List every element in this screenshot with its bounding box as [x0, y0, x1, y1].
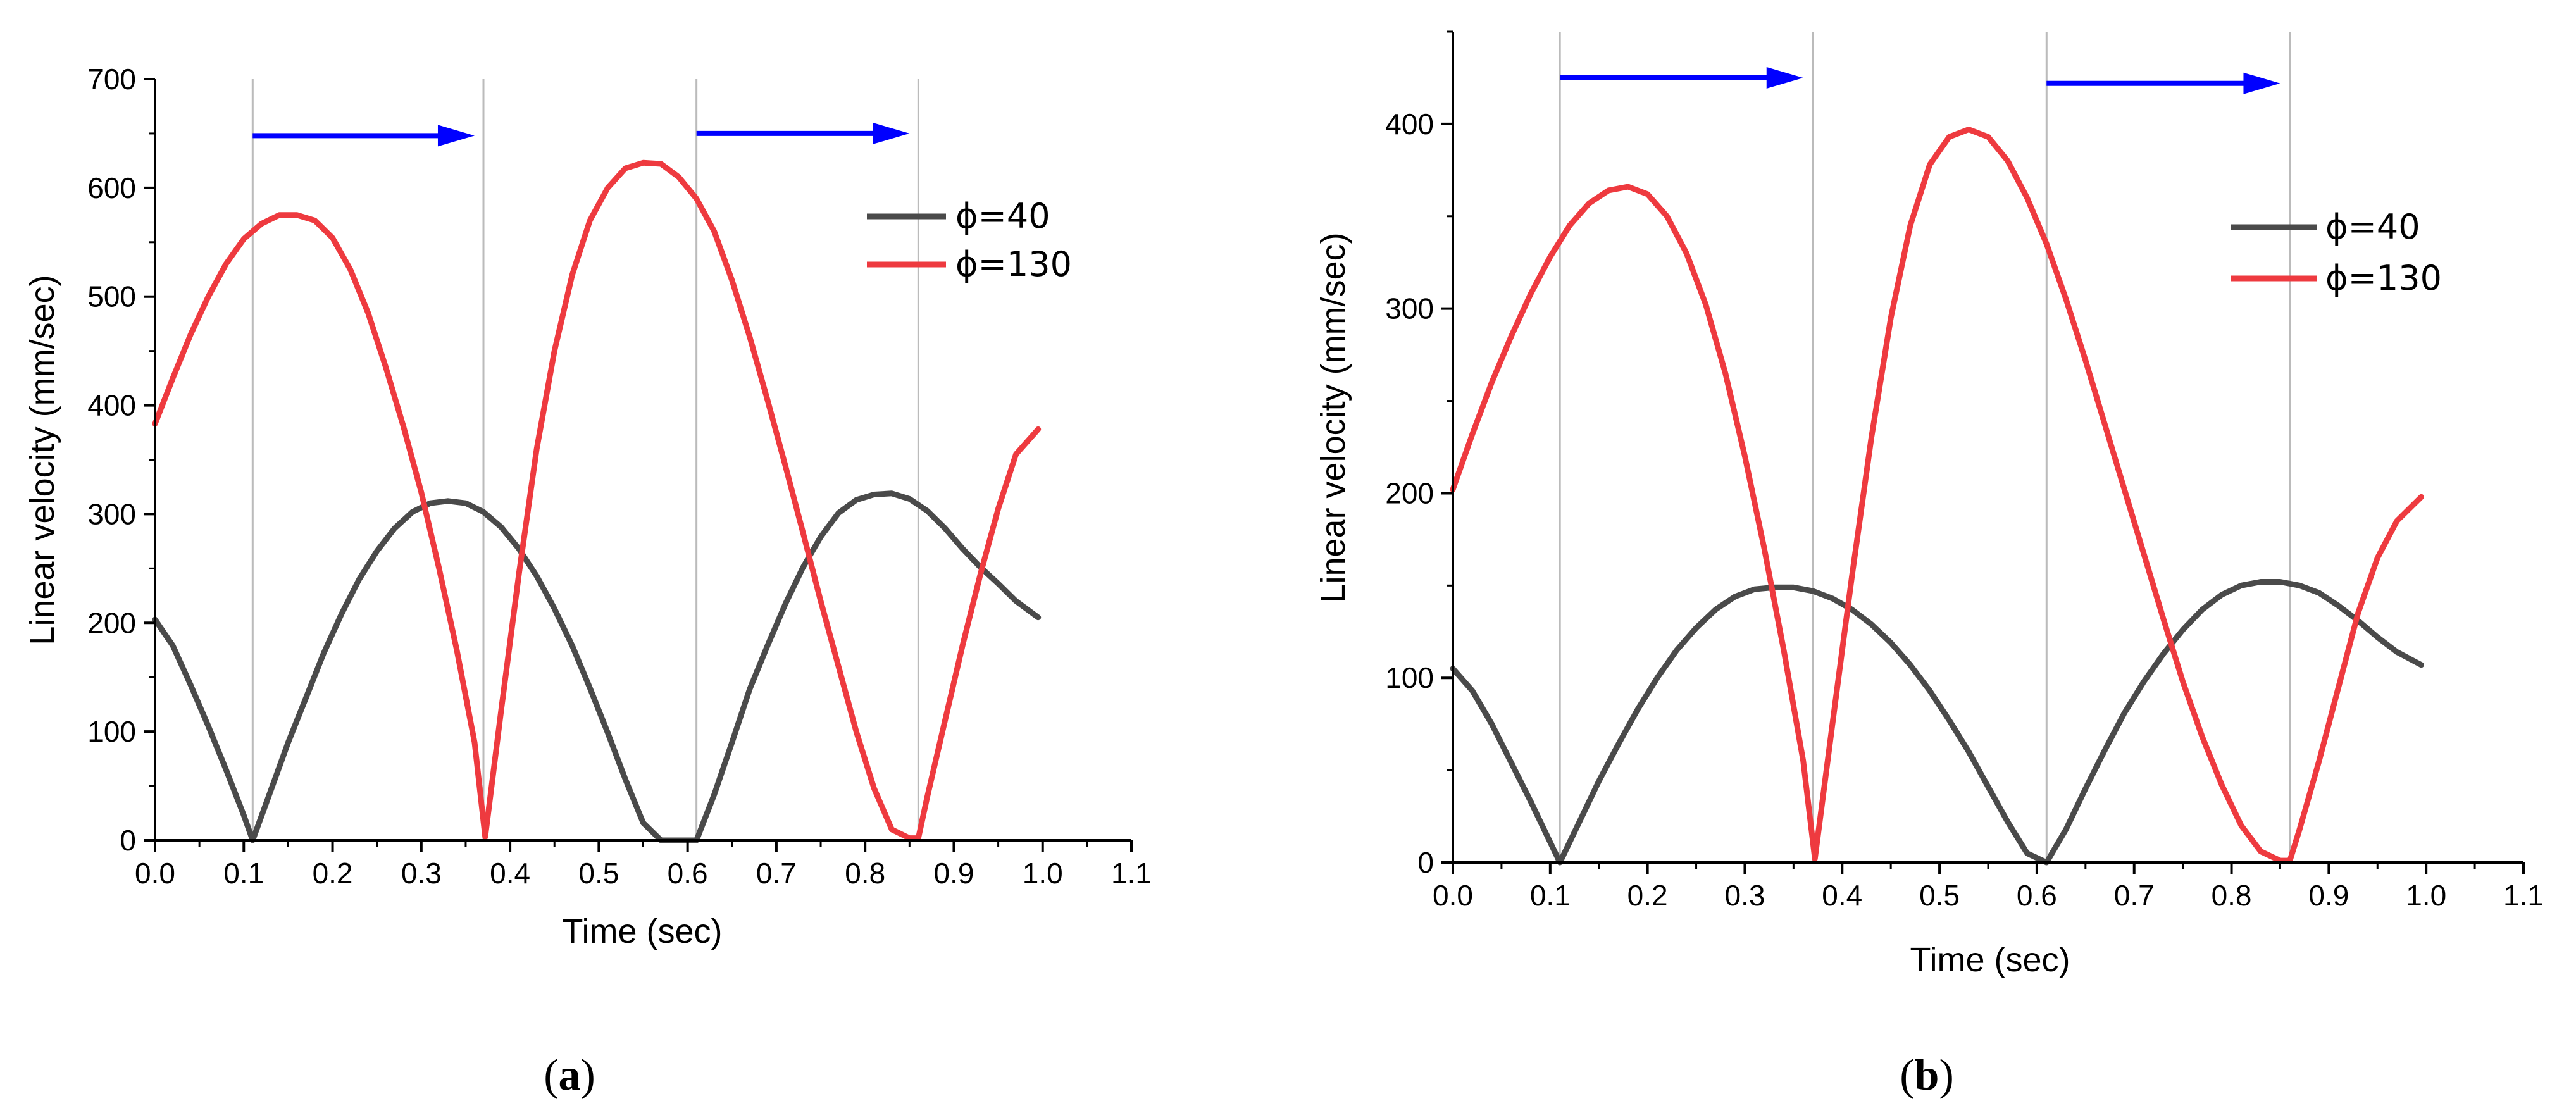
x-tick-label: 0.5	[578, 857, 619, 890]
axes	[1452, 32, 2523, 864]
arrow-head	[437, 125, 475, 147]
arrow-head	[873, 122, 910, 144]
legend: ϕ=40 ϕ=130	[867, 196, 1072, 284]
y-tick-label: 300	[1385, 292, 1434, 325]
x-tick-label: 0.7	[756, 857, 797, 890]
caption-letter-b: b	[1915, 1051, 1939, 1100]
x-tick-label: 0.2	[313, 857, 353, 890]
arrow-head	[2243, 72, 2280, 94]
x-axis-title: Time (sec)	[1910, 941, 2070, 979]
y-tick-label: 0	[1417, 846, 1434, 879]
chart-panel-b: 0.0 0.1 0.2 0.3 0.4 0.5 0.6 0.7 0.8 0.9 1.0 1.1 0 100…	[1314, 30, 2544, 1100]
x-tick-label: 0.7	[2114, 879, 2155, 912]
y-tick-label: 0	[120, 824, 136, 857]
legend-label-phi130: ϕ=130	[2325, 258, 2442, 298]
y-tick-label: 400	[1385, 108, 1434, 140]
y-tick-label: 300	[87, 497, 136, 530]
caption-b: (b)	[1900, 1051, 1954, 1100]
y-tick-label: 200	[1385, 476, 1434, 509]
caption-a: (a)	[544, 1051, 595, 1100]
x-tick-label: 0.9	[933, 857, 974, 890]
y-axis-title: Linear velocity (mm/sec)	[23, 275, 61, 645]
x-tick-label: 0.9	[2308, 879, 2349, 912]
x-tick-label: 0.5	[1919, 879, 1960, 912]
caption-letter-a: a	[559, 1051, 581, 1100]
y-tick-label: 100	[87, 715, 136, 748]
series-group	[1450, 127, 2424, 866]
series-line-phi130	[152, 159, 1042, 842]
ticks: 0.0 0.1 0.2 0.3 0.4 0.5 0.6 0.7 0.8 0.9 1.0 1.1 0 100…	[1385, 30, 2544, 912]
x-tick-label: 0.4	[490, 857, 530, 890]
legend-label-phi130: ϕ=130	[955, 244, 1072, 284]
y-tick-label: 600	[87, 171, 136, 204]
phase-arrows	[1560, 66, 2280, 94]
legend-label-phi40: ϕ=40	[955, 196, 1050, 236]
x-tick-label: 0.8	[2212, 879, 2252, 912]
x-tick-label: 0.0	[135, 857, 175, 890]
axes	[154, 79, 1131, 842]
x-tick-label: 1.0	[1023, 857, 1063, 890]
x-tick-label: 0.6	[2017, 879, 2057, 912]
x-tick-label: 0.2	[1627, 879, 1668, 912]
y-tick-label: 500	[87, 280, 136, 313]
x-tick-label: 0.1	[1530, 879, 1571, 912]
x-tick-label: 0.3	[1724, 879, 1765, 912]
guide-lines	[251, 79, 919, 840]
series-group	[152, 159, 1042, 843]
series-line-phi130	[1450, 127, 2424, 864]
y-tick-label: 400	[87, 389, 136, 422]
x-tick-label: 0.0	[1433, 879, 1473, 912]
series-line-phi40	[152, 490, 1042, 843]
x-tick-label: 0.6	[668, 857, 708, 890]
x-tick-label: 0.4	[1822, 879, 1862, 912]
phase-arrows	[252, 122, 910, 147]
legend: ϕ=40 ϕ=130	[2231, 207, 2442, 298]
x-tick-label: 1.1	[2503, 879, 2544, 912]
x-axis-title: Time (sec)	[563, 912, 723, 950]
chart-panel-a: 0.0 0.1 0.2 0.3 0.4 0.5 0.6 0.7 0.8 0.9 1.0 1.1 0 100…	[23, 63, 1152, 1100]
y-tick-label: 200	[87, 606, 136, 639]
x-tick-label: 1.0	[2406, 879, 2446, 912]
x-tick-label: 0.1	[223, 857, 264, 890]
arrow-head	[1766, 66, 1803, 89]
guide-lines	[1559, 32, 2291, 862]
y-axis-title: Linear velocity (mm/sec)	[1314, 232, 1352, 602]
ticks: 0.0 0.1 0.2 0.3 0.4 0.5 0.6 0.7 0.8 0.9 1.0 1.1 0 100…	[87, 63, 1152, 890]
x-tick-label: 0.3	[401, 857, 442, 890]
legend-label-phi40: ϕ=40	[2325, 207, 2420, 247]
y-tick-label: 700	[87, 63, 136, 96]
y-tick-label: 100	[1385, 661, 1434, 694]
x-tick-label: 1.1	[1111, 857, 1152, 890]
series-line-phi40	[1450, 579, 2424, 866]
x-tick-label: 0.8	[845, 857, 885, 890]
